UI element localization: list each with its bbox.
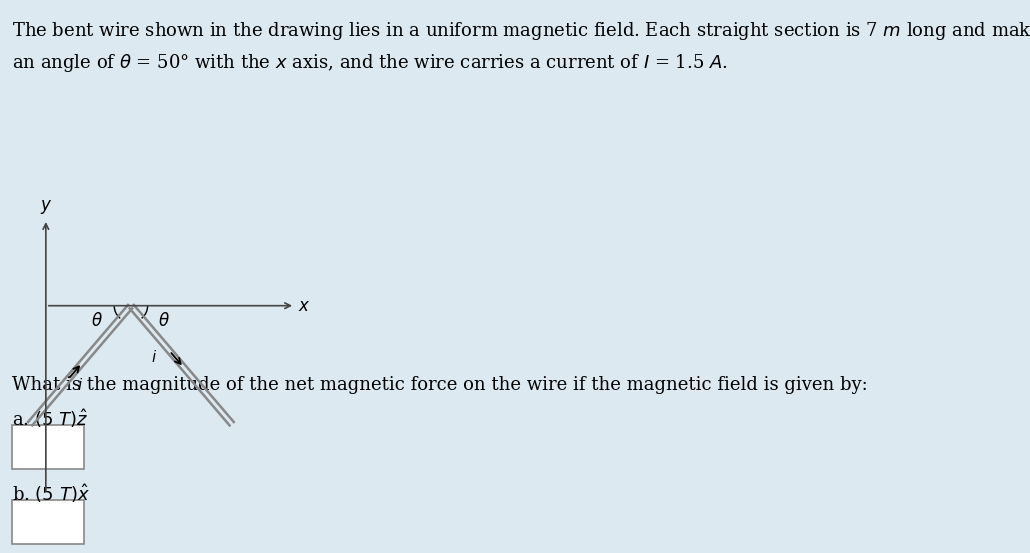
FancyBboxPatch shape — [12, 425, 84, 469]
Text: $x$: $x$ — [298, 297, 310, 315]
Text: $\theta$: $\theta$ — [91, 312, 102, 331]
Text: $i$: $i$ — [77, 377, 83, 393]
Text: a. $(5\ T)\hat{z}$: a. $(5\ T)\hat{z}$ — [12, 407, 89, 430]
FancyBboxPatch shape — [12, 500, 84, 544]
Text: $i$: $i$ — [151, 349, 158, 365]
Text: The bent wire shown in the drawing lies in a uniform magnetic field. Each straig: The bent wire shown in the drawing lies … — [12, 20, 1030, 42]
Text: an angle of $\theta$ = 50° with the $x$ axis, and the wire carries a current of : an angle of $\theta$ = 50° with the $x$ … — [12, 52, 727, 74]
Text: $y$: $y$ — [39, 198, 53, 216]
Text: What is the magnitude of the net magnetic force on the wire if the magnetic fiel: What is the magnitude of the net magneti… — [12, 376, 867, 394]
Text: b. $(5\ T)\hat{x}$: b. $(5\ T)\hat{x}$ — [12, 482, 90, 505]
Text: $\theta$: $\theta$ — [158, 312, 170, 330]
